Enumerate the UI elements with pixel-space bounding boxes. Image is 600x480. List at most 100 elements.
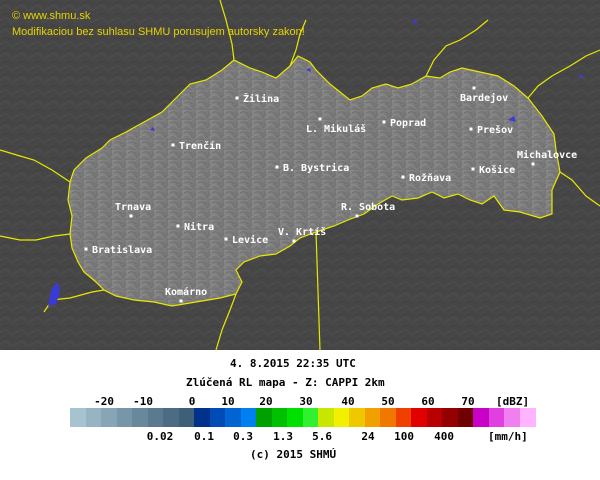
color-scale-cell [209, 408, 226, 427]
city-label: Levice [232, 234, 268, 246]
rain-tick-label: 1.3 [273, 430, 293, 443]
dbz-tick-label: 70 [461, 395, 475, 408]
dbz-tick-label: -10 [133, 395, 153, 408]
city-dot [84, 247, 88, 251]
city-label: L. Mikuláš [306, 123, 366, 135]
city-dot [469, 127, 473, 131]
rain-unit: [mm/h] [488, 430, 528, 443]
color-scale-cell [256, 408, 272, 427]
city-dot [176, 224, 180, 228]
city-label: B. Bystrica [283, 162, 349, 174]
color-scale-cell [147, 408, 164, 427]
city-dot [471, 167, 475, 171]
radar-echo-east [508, 116, 516, 122]
city-dot [292, 239, 296, 243]
radar-echo-left [150, 127, 155, 131]
color-scale-cell [302, 408, 319, 427]
color-scale-cell [163, 408, 179, 427]
color-scale-cell [411, 408, 427, 427]
color-scale-cell [504, 408, 520, 427]
city-label: Rožňava [409, 172, 451, 184]
city-dot [179, 299, 183, 303]
radar-map: Žilina Bardejov L. Mikuláš Poprad Prešov Tren… [0, 0, 600, 350]
color-scale-cell [349, 408, 365, 427]
rain-tick-label: 400 [434, 430, 454, 443]
dbz-tick-label: 40 [341, 395, 355, 408]
city-dot [275, 165, 279, 169]
rain-tick-label: 24 [361, 430, 375, 443]
color-scale-cell [318, 408, 334, 427]
radar-echo-north [306, 68, 311, 72]
dbz-tick-label: 60 [421, 395, 435, 408]
city-label: V. Krtíš [278, 226, 326, 238]
dbz-unit: [dBZ] [496, 395, 530, 408]
color-scale-cell [132, 408, 148, 427]
city-label: Bratislava [92, 244, 152, 256]
city-dot [171, 143, 175, 147]
dbz-tick-label: 50 [381, 395, 395, 408]
city-label: Nitra [184, 221, 214, 233]
color-scale-cell [364, 408, 381, 427]
color-scale-cell [240, 408, 257, 427]
color-scale-cell [473, 408, 489, 427]
color-scale-cell [178, 408, 195, 427]
city-label: Prešov [477, 124, 513, 136]
color-scale-cell [70, 408, 86, 427]
city-label: R. Sobota [341, 202, 395, 213]
legend-datetime: 4. 8.2015 22:35 UTC [230, 357, 356, 370]
rain-tick-label: 100 [394, 430, 414, 443]
color-scale-cell [85, 408, 102, 427]
city-label: Bardejov [460, 92, 508, 104]
color-scale-cell [519, 408, 536, 427]
dbz-tick-label: 30 [299, 395, 313, 408]
city-label: Komárno [165, 286, 207, 298]
city-dot [355, 214, 359, 218]
color-scale-cell [488, 408, 505, 427]
color-scale-cell [271, 408, 288, 427]
slovakia-territory [67, 55, 561, 307]
color-scale-cell [426, 408, 443, 427]
city-label: Trenčín [179, 140, 221, 152]
city-dot [382, 120, 386, 124]
city-dot [318, 117, 322, 121]
watermark-site: © www.shmu.sk [12, 10, 91, 22]
city-label: Žilina [243, 92, 279, 105]
city-dot [472, 86, 476, 90]
border-west-austria [0, 149, 71, 241]
rain-tick-label: 0.3 [233, 430, 253, 443]
border-north-poland [219, 0, 307, 67]
color-scale-cell [395, 408, 412, 427]
color-scale-cell [225, 408, 241, 427]
rain-tick-label: 5.6 [312, 430, 332, 443]
copyright: (c) 2015 SHMÚ [250, 448, 337, 461]
radar-echo-west [48, 282, 60, 306]
map-canvas: Žilina Bardejov L. Mikuláš Poprad Prešov Tren… [0, 0, 600, 350]
city-dot [224, 237, 228, 241]
city-markers: Žilina Bardejov L. Mikuláš Poprad Prešov Tren… [84, 86, 577, 303]
dbz-tick-label: -20 [94, 395, 114, 408]
city-dot [235, 96, 239, 100]
watermark-warning: Modifikaciou bez suhlasu SHMU porusujem … [12, 26, 305, 38]
color-scale-cell [457, 408, 474, 427]
color-scale-cell [101, 408, 117, 427]
color-scale-cell [380, 408, 396, 427]
city-dot [401, 175, 405, 179]
radar-echo-top [412, 19, 417, 24]
radar-echo-ne [578, 74, 584, 78]
dbz-tick-label: 10 [221, 395, 235, 408]
color-scale-cell [194, 408, 210, 427]
dbz-tick-label: 20 [259, 395, 273, 408]
color-scale-cell [287, 408, 303, 427]
city-label: Trnava [115, 202, 151, 213]
rain-tick-label: 0.1 [194, 430, 214, 443]
city-label: Michalovce [517, 149, 577, 161]
city-label: Košice [479, 164, 515, 176]
border-east-ukraine [527, 49, 600, 207]
dbz-tick-label: 0 [188, 395, 196, 408]
legend-product: Zlúčená RL mapa - Z: CAPPI 2km [186, 376, 385, 389]
rain-tick-label: 0.02 [146, 430, 174, 443]
city-label: Poprad [390, 118, 426, 129]
border-northeast [425, 19, 489, 77]
color-scale-cell [116, 408, 133, 427]
city-dot [531, 162, 535, 166]
